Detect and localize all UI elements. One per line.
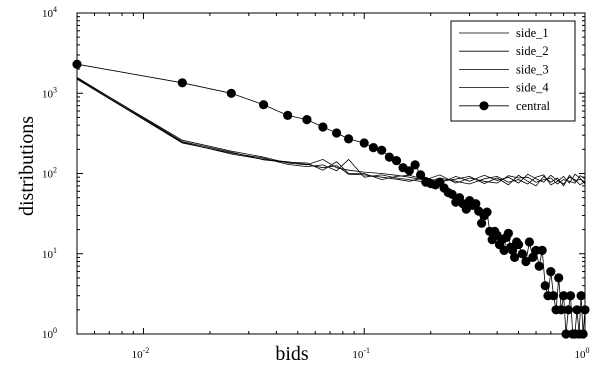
data-point-central	[482, 207, 492, 217]
data-point-central	[177, 78, 187, 88]
data-point-central	[259, 100, 269, 110]
data-point-central	[416, 170, 426, 180]
data-point-central	[283, 110, 293, 120]
data-point-central	[391, 156, 402, 166]
data-point-central	[410, 160, 420, 170]
data-point-central	[509, 252, 520, 262]
x-tick-label: 10-1	[352, 346, 370, 361]
data-point-central	[384, 152, 394, 162]
data-point-central	[517, 249, 527, 259]
data-point-central	[332, 128, 342, 138]
data-point-central	[554, 273, 564, 283]
data-point-central	[521, 256, 531, 267]
data-point-central	[471, 199, 481, 209]
legend-label-central: central	[516, 99, 551, 113]
axis-ticks-group	[76, 13, 585, 335]
data-point-central	[377, 145, 387, 155]
y-tick-label: 103	[42, 85, 57, 100]
data-point-central	[559, 291, 569, 301]
x-tick-label: 10-2	[132, 346, 150, 361]
data-point-central	[447, 189, 457, 199]
data-point-central	[537, 245, 547, 255]
data-point-central	[534, 261, 544, 271]
y-tick-label: 102	[42, 166, 57, 181]
data-point-central	[404, 166, 414, 176]
data-point-central	[503, 228, 513, 238]
data-point-central	[513, 240, 524, 250]
data-point-central	[302, 115, 312, 125]
y-axis-title: distributions	[16, 116, 38, 216]
data-point-central	[546, 267, 556, 277]
x-tick-label: 100	[575, 346, 590, 361]
data-point-central	[477, 218, 487, 228]
legend-marker-central	[479, 101, 489, 111]
y-tick-label: 100	[42, 326, 57, 341]
data-point-central	[359, 138, 369, 148]
legend-label-side_4: side_4	[516, 81, 549, 95]
data-point-central	[344, 134, 354, 144]
data-point-central	[565, 291, 576, 301]
data-point-central	[318, 122, 328, 132]
data-point-central	[548, 291, 559, 301]
legend-box	[450, 20, 576, 122]
data-point-central	[576, 291, 586, 301]
legend-label-side_1: side_1	[516, 26, 549, 40]
series-line-side_2	[76, 78, 586, 186]
data-point-central	[563, 305, 573, 315]
data-point-central	[528, 252, 538, 262]
data-point-central	[572, 305, 582, 315]
data-point-central	[556, 305, 566, 315]
data-point-central	[507, 245, 518, 255]
y-tick-label: 104	[42, 5, 57, 20]
data-point-central	[226, 88, 236, 98]
x-axis-title: bids	[275, 343, 309, 365]
data-point-central	[524, 237, 535, 247]
legend-label-side_2: side_2	[516, 44, 549, 58]
legend-label-side_3: side_3	[516, 62, 549, 76]
data-point-central	[540, 281, 550, 291]
tick-labels-group: 100 101 102 103 104 10-2 10-1 100	[42, 5, 590, 361]
series-line-side_3	[76, 78, 586, 186]
series-line-side_4	[76, 76, 586, 185]
series-line-side_1	[76, 77, 586, 187]
data-point-central	[368, 143, 378, 153]
y-tick-label: 101	[42, 246, 57, 261]
